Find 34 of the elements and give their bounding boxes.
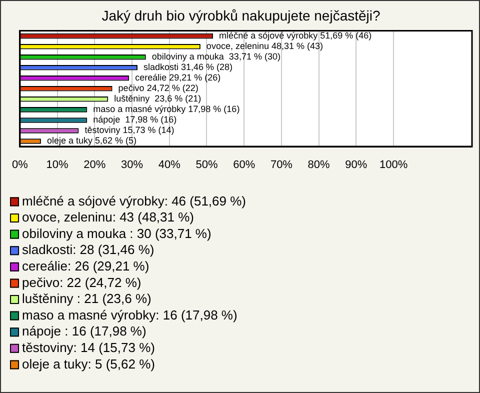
data-label: obiloviny a mouka 33,71 % (30): [152, 52, 280, 62]
legend-label: luštěniny : 21 (23,6 %): [22, 291, 152, 306]
legend-label: maso a masné výrobky: 16 (17,98 %): [22, 307, 238, 322]
data-label: pečivo 24,72 % (22): [118, 83, 198, 94]
x-tick-label: 100%: [379, 159, 408, 172]
data-label: sladkosti 31,46 % (28): [143, 62, 233, 72]
x-tick-label: 20%: [84, 159, 106, 172]
x-tick-label: 80%: [308, 159, 330, 172]
chart-title: Jaký druh bio výrobků nakupujete nejčastěji?: [102, 7, 381, 24]
legend-label: mléčné a sójové výrobky: 46 (51,69 %): [22, 193, 246, 208]
data-label: těstoviny 15,73 % (14): [84, 125, 174, 136]
data-label: nápoje 17,98 % (16): [93, 114, 177, 125]
x-tick-label: 90%: [345, 159, 368, 172]
x-tick-label: 60%: [233, 159, 256, 172]
data-label: luštěniny 23,6 % (21): [114, 94, 202, 104]
data-label: mléčné a sójové výrobky 51,69 % (46): [219, 30, 372, 41]
x-tick-label: 40%: [158, 159, 181, 172]
x-tick-label: 10%: [46, 159, 69, 172]
data-label: cereálie 29,21 % (26): [135, 72, 221, 83]
legend-label: ovoce, zeleninu: 43 (48,31 %): [22, 210, 194, 225]
legend-label: pečivo: 22 (24,72 %): [22, 274, 142, 290]
legend-label: sladkosti: 28 (31,46 %): [22, 242, 154, 258]
legend-label: oleje a tuky: 5 (5,62 %): [22, 356, 155, 372]
legend-label: nápoje : 16 (17,98 %): [22, 324, 146, 339]
data-label: ovoce, zeleninu 48,31 % (43): [206, 41, 324, 52]
x-tick-label: 50%: [196, 159, 218, 172]
x-tick-label: 70%: [270, 159, 293, 172]
legend-label: obiloviny a mouka : 30 (33,71 %): [22, 226, 212, 241]
data-label: maso a masné výrobky 17,98 % (16): [93, 104, 240, 114]
data-label: oleje a tuky 5,62 % (5): [46, 136, 137, 146]
x-tick-label: 30%: [121, 159, 144, 172]
x-tick-label: 0%: [12, 159, 28, 172]
legend-label: těstoviny: 14 (15,73 %): [22, 340, 155, 355]
legend-label: cereálie: 26 (29,21 %): [22, 258, 150, 274]
